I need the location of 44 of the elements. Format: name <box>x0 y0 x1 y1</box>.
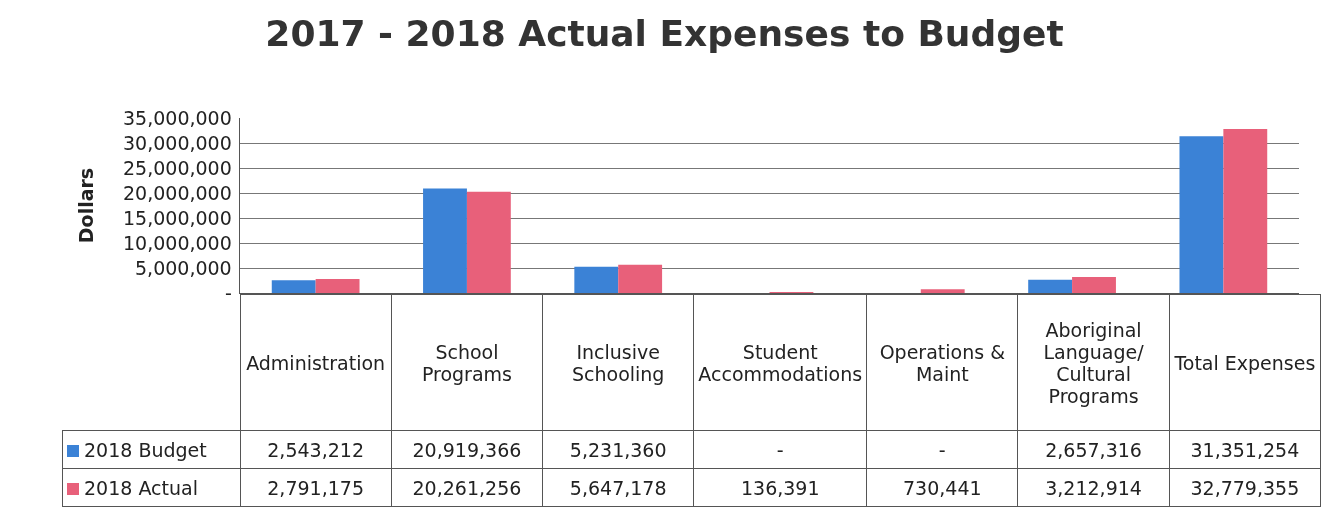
bar <box>1072 276 1116 293</box>
y-tick-label: 30,000,000 <box>123 132 232 154</box>
x-tick-label: Aboriginal Language/ Cultural Programs <box>1017 294 1170 431</box>
data-label: 20,919,366 <box>391 430 543 469</box>
data-label: 3,212,914 <box>1017 468 1170 507</box>
x-tick-label: Administration <box>240 294 392 431</box>
x-tick-label: Total Expenses <box>1169 294 1321 431</box>
bar <box>920 289 965 293</box>
y-tick-label: 35,000,000 <box>123 107 232 129</box>
bar <box>423 188 467 293</box>
text: - <box>938 438 946 461</box>
bar <box>574 266 619 293</box>
legend-label: 2018 Actual <box>62 468 240 507</box>
data-label: 2,543,212 <box>240 430 392 469</box>
data-label: 5,231,360 <box>542 430 694 469</box>
bar <box>618 264 663 293</box>
x-tick-label: School Programs <box>391 294 543 431</box>
x-tick-label: Inclusive Schooling <box>542 294 694 431</box>
bar <box>1028 279 1073 293</box>
data-label: 2,657,316 <box>1017 430 1170 469</box>
bar <box>1179 136 1224 293</box>
y-axis-title: Dollars <box>74 167 97 244</box>
y-tick-label: 15,000,000 <box>123 207 232 229</box>
y-tick-label: 5,000,000 <box>135 257 232 279</box>
bar <box>315 279 360 293</box>
legend-label: 2018 Budget <box>62 430 240 469</box>
bar <box>1223 129 1268 293</box>
data-label: 32,779,355 <box>1169 468 1321 507</box>
data-label: 5,647,178 <box>542 468 694 507</box>
chart-title: 2017 - 2018 Actual Expenses to Budget <box>265 12 1064 54</box>
data-label: 2,791,175 <box>240 468 392 507</box>
x-tick-label: Operations & Maint <box>866 294 1018 431</box>
data-label: 31,351,254 <box>1169 430 1321 469</box>
data-label: 730,441 <box>866 468 1018 507</box>
y-tick-label: - <box>225 282 232 304</box>
data-label: 20,261,256 <box>391 468 543 507</box>
text: - <box>776 438 784 461</box>
bar <box>466 191 511 293</box>
bar <box>271 280 316 293</box>
x-tick-label: Student Accommodations <box>693 294 867 431</box>
y-tick-label: 25,000,000 <box>123 157 232 179</box>
y-tick-label: 10,000,000 <box>123 232 232 254</box>
y-tick-label: 20,000,000 <box>123 182 232 204</box>
data-label: 136,391 <box>693 468 867 507</box>
